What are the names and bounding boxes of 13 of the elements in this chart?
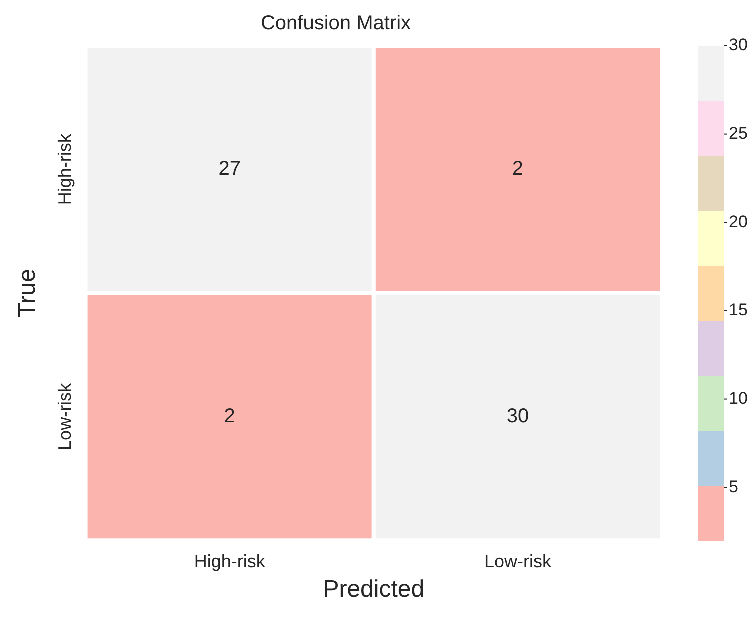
y-axis-title: True bbox=[14, 269, 42, 318]
chart-title: Confusion Matrix bbox=[260, 12, 412, 35]
color-bar-label: 10 bbox=[729, 388, 747, 408]
x-axis-title: Predicted bbox=[323, 576, 425, 604]
data-label: 2 bbox=[224, 405, 236, 428]
color-bar-label: 20 bbox=[729, 212, 747, 232]
data-label: 2 bbox=[512, 158, 524, 180]
color-bar-label: 25 bbox=[729, 124, 747, 144]
data-label: 30 bbox=[506, 405, 530, 428]
data-label: 27 bbox=[218, 158, 241, 180]
color-bar-label: 5 bbox=[729, 477, 738, 496]
color-bar-label: 15 bbox=[729, 300, 747, 320]
color-bar-label: 30 bbox=[729, 36, 747, 55]
